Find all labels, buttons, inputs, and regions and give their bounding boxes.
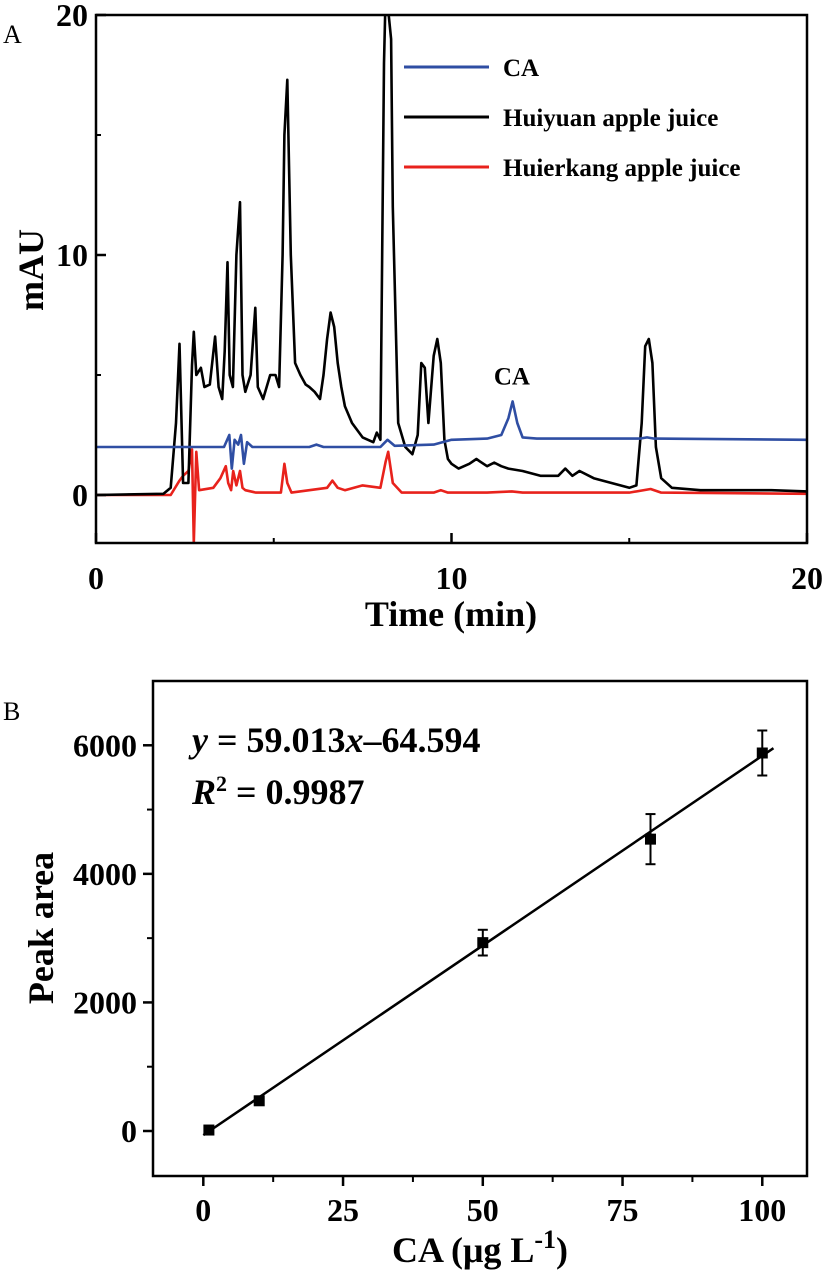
r-sup: 2	[216, 771, 227, 796]
series-line-1	[96, 15, 807, 497]
legend-a: CA Huiyuan apple juice Huierkang apple jui…	[404, 55, 741, 182]
y-tick-label-a: 20	[56, 0, 88, 33]
x-tick-label-a: 10	[436, 560, 468, 596]
ticks-a: 0 10 20 0 10 20	[56, 0, 823, 596]
series-line-0	[96, 400, 807, 470]
x-axis-label-b-main: CA (μg L	[392, 1230, 534, 1270]
eq-var-y: y	[188, 720, 209, 760]
r-squared: R2 = 0.9987	[191, 771, 365, 812]
x-tick-label-a: 20	[791, 560, 823, 596]
x-axis-label-b: CA (μg L-1)	[392, 1225, 568, 1270]
data-point	[756, 747, 768, 759]
ca-peak-annotation: CA	[494, 364, 530, 391]
y-tick-label-b: 2000	[73, 984, 137, 1020]
x-axis-label-b-close: )	[556, 1230, 568, 1270]
legend-label-2: Huierkang apple juice	[503, 155, 741, 182]
panel-label-b: B	[3, 697, 20, 726]
y-axis-label-b: Peak area	[21, 852, 61, 1004]
y-axis-label-a: mAU	[11, 229, 51, 311]
fit-equation: y = 59.013x–64.594	[188, 720, 481, 760]
plot-area-b	[202, 729, 775, 1137]
r-value: = 0.9987	[227, 772, 365, 812]
eq-slope: = 59.013	[208, 720, 346, 760]
x-axis-label-a: Time (min)	[365, 594, 537, 634]
legend-label-0: CA	[503, 55, 539, 82]
r-label: R	[191, 772, 216, 812]
x-axis-label-b-sup: -1	[534, 1225, 556, 1254]
data-point	[253, 1095, 265, 1107]
x-tick-label-b: 75	[607, 1192, 639, 1228]
plot-frame-b	[151, 679, 809, 1178]
eq-var-x: x	[345, 720, 364, 760]
data-point	[477, 937, 489, 949]
chart-a: A 0 10 20 0 10 20 Time (min) mAU CA CA Huiyuan…	[3, 0, 823, 634]
y-tick-label-a: 0	[72, 477, 88, 513]
panel-label-a: A	[3, 20, 22, 49]
x-tick-label-b: 50	[467, 1192, 499, 1228]
y-tick-label-b: 6000	[73, 727, 137, 763]
plot-area-a	[96, 15, 807, 543]
y-tick-label-a: 10	[56, 237, 88, 273]
legend-label-1: Huiyuan apple juice	[503, 105, 718, 132]
chart-b: B 0 25 50 75 100 0 2000 4000 6000 y = 59.013x–64…	[3, 679, 809, 1270]
data-point	[203, 1124, 215, 1136]
eq-intercept: –64.594	[363, 720, 481, 760]
x-tick-label-b: 0	[195, 1192, 211, 1228]
ticks-b: 0 25 50 75 100 0 2000 4000 6000	[73, 727, 786, 1228]
fit-line	[202, 747, 775, 1137]
data-point	[644, 833, 656, 845]
x-tick-label-b: 100	[738, 1192, 786, 1228]
y-tick-label-b: 0	[121, 1113, 137, 1149]
x-tick-label-b: 25	[327, 1192, 359, 1228]
y-tick-label-b: 4000	[73, 856, 137, 892]
x-tick-label-a: 0	[88, 560, 104, 596]
series-line-2	[96, 448, 807, 543]
